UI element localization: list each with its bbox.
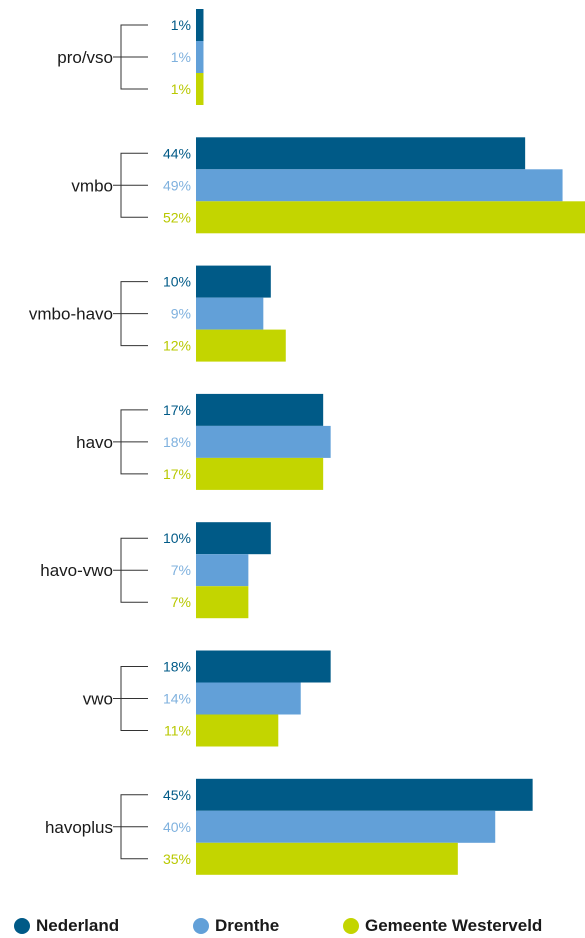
value-label-drenthe-havo-vwo: 7% (171, 562, 191, 578)
category-bracket (113, 24, 148, 90)
category-label-havo-vwo: havo-vwo (40, 561, 113, 580)
bar-drenthe-havo-vwo (196, 554, 249, 587)
legend-swatch-nederland (14, 918, 30, 934)
bar-nederland-vwo (196, 650, 331, 683)
value-label-drenthe-vwo: 14% (163, 691, 191, 707)
bar-gemeente-westerveld-vwo (196, 714, 279, 747)
legend-label-drenthe: Drenthe (215, 916, 280, 935)
bar-drenthe-vwo (196, 682, 301, 715)
bar-gemeente-westerveld-pro-vso (196, 73, 204, 105)
bar-drenthe-vmbo (196, 169, 563, 202)
bar-drenthe-vmbo-havo (196, 297, 264, 330)
bar-nederland-vmbo (196, 137, 526, 170)
value-label-drenthe-havoplus: 40% (163, 819, 191, 835)
value-label-nederland-havo: 17% (163, 402, 191, 418)
legend-label-gemeente-westerveld: Gemeente Westerveld (365, 916, 543, 935)
category-label-havo: havo (76, 433, 113, 452)
value-label-drenthe-pro-vso: 1% (171, 49, 191, 65)
value-label-gemeente-westerveld-vmbo: 52% (163, 209, 191, 225)
legend-item-nederland: Nederland (14, 916, 119, 936)
category-label-vwo: vwo (83, 690, 113, 709)
category-label-havoplus: havoplus (45, 818, 113, 837)
value-label-gemeente-westerveld-havo-vwo: 7% (171, 594, 191, 610)
value-label-nederland-havo-vwo: 10% (163, 530, 191, 546)
bar-drenthe-pro-vso (196, 41, 204, 73)
value-label-gemeente-westerveld-vwo: 11% (164, 723, 191, 739)
category-label-vmbo: vmbo (71, 176, 113, 195)
bar-gemeente-westerveld-havo (196, 457, 324, 490)
value-label-drenthe-havo: 18% (163, 434, 191, 450)
value-label-gemeente-westerveld-vmbo-havo: 12% (163, 338, 191, 354)
bar-gemeente-westerveld-vmbo (196, 201, 585, 234)
value-label-drenthe-vmbo: 49% (163, 177, 191, 193)
bar-nederland-havo (196, 393, 324, 426)
category-bracket (113, 281, 148, 347)
bar-nederland-havo-vwo (196, 522, 271, 555)
category-bracket (113, 409, 148, 475)
category-bracket (113, 666, 148, 731)
value-label-gemeente-westerveld-havo: 17% (163, 466, 191, 482)
value-label-nederland-vmbo-havo: 10% (163, 274, 191, 290)
legend-swatch-gemeente-westerveld (343, 918, 359, 934)
legend-item-drenthe: Drenthe (193, 916, 279, 936)
bar-nederland-pro-vso (196, 9, 204, 41)
legend: Nederland Drenthe Gemeente Westerveld (0, 916, 585, 938)
bar-drenthe-havoplus (196, 810, 496, 843)
value-label-nederland-vwo: 18% (163, 659, 191, 675)
category-label-vmbo-havo: vmbo-havo (29, 305, 113, 324)
legend-swatch-drenthe (193, 918, 209, 934)
category-bracket (113, 794, 148, 860)
value-label-nederland-vmbo: 44% (163, 145, 191, 161)
value-label-drenthe-vmbo-havo: 9% (171, 306, 191, 322)
bar-nederland-havoplus (196, 778, 533, 811)
category-bracket (113, 537, 148, 603)
category-label-pro-vso: pro/vso (57, 48, 113, 67)
value-label-gemeente-westerveld-pro-vso: 1% (171, 81, 191, 97)
value-label-nederland-havoplus: 45% (163, 787, 191, 803)
value-label-nederland-pro-vso: 1% (171, 17, 191, 33)
bar-gemeente-westerveld-havo-vwo (196, 586, 249, 619)
legend-item-gemeente-westerveld: Gemeente Westerveld (343, 916, 542, 936)
legend-label-nederland: Nederland (36, 916, 120, 935)
category-bracket (113, 152, 148, 218)
value-label-gemeente-westerveld-havoplus: 35% (163, 851, 191, 867)
bar-drenthe-havo (196, 425, 331, 458)
bar-nederland-vmbo-havo (196, 265, 271, 298)
bar-gemeente-westerveld-havoplus (196, 842, 458, 875)
bar-gemeente-westerveld-vmbo-havo (196, 329, 286, 362)
bar-chart: pro/vso 1% 1% 1% vmbo 44% 49% 52% vmbo-havo 10% 9%… (29, 9, 585, 875)
